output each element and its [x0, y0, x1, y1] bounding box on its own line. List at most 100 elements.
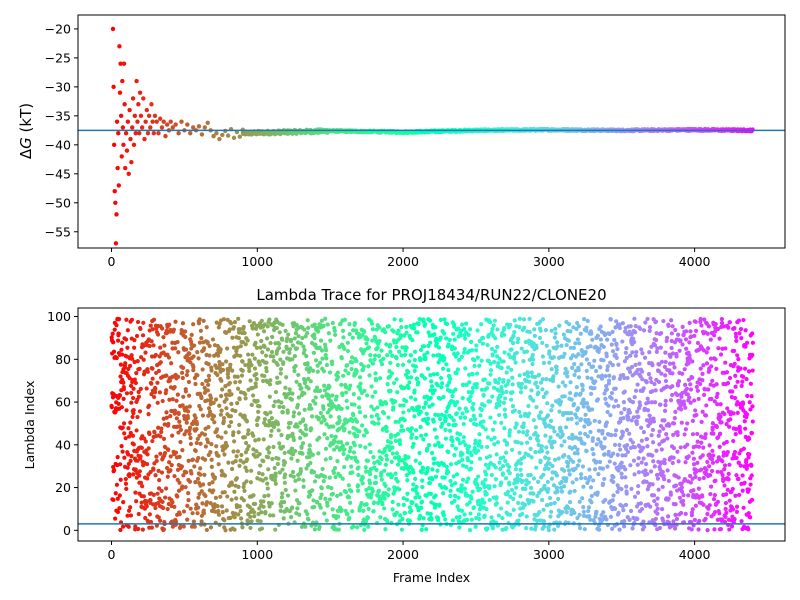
lambda-point: [510, 382, 515, 387]
lambda-point: [628, 463, 633, 468]
lambda-point: [130, 414, 135, 420]
lambda-point: [512, 330, 517, 335]
lambda-point: [519, 385, 524, 390]
lambda-point: [566, 505, 571, 511]
lambda-point: [388, 360, 393, 366]
lambda-point: [260, 472, 265, 477]
lambda-point: [419, 470, 424, 475]
lambda-point: [441, 513, 446, 518]
top-plot-frame: [77, 14, 786, 249]
lambda-point: [231, 449, 236, 454]
lambda-point: [368, 467, 374, 472]
lambda-point: [177, 454, 182, 459]
lambda-point: [552, 429, 557, 434]
lambda-point: [125, 465, 130, 470]
lambda-point: [304, 366, 309, 372]
lambda-point: [504, 440, 510, 446]
lambda-point: [552, 335, 557, 340]
lambda-point: [320, 356, 325, 361]
lambda-point: [596, 472, 601, 477]
lambda-point: [249, 519, 254, 524]
lambda-point: [124, 337, 129, 342]
lambda-point: [479, 322, 484, 327]
lambda-point: [240, 359, 245, 364]
lambda-point: [207, 409, 213, 414]
lambda-point: [119, 347, 124, 352]
lambda-point: [359, 501, 364, 506]
lambda-point: [475, 371, 480, 376]
lambda-point: [563, 383, 568, 388]
deltag-point: [136, 102, 141, 107]
lambda-point: [641, 445, 646, 451]
lambda-point: [277, 470, 282, 475]
lambda-point: [639, 347, 644, 352]
deltag-point: [116, 183, 122, 188]
lambda-point: [118, 462, 123, 467]
lambda-point: [166, 355, 172, 360]
lambda-point: [244, 479, 249, 484]
lambda-point: [273, 527, 278, 532]
lambda-point: [345, 340, 350, 345]
lambda-point: [514, 485, 519, 490]
lambda-point: [161, 335, 166, 340]
lambda-point: [409, 508, 414, 513]
lambda-point: [278, 357, 283, 362]
lambda-point: [641, 429, 646, 435]
lambda-point: [636, 470, 642, 475]
lambda-point: [524, 514, 529, 519]
lambda-point: [378, 496, 384, 502]
lambda-point: [582, 527, 587, 532]
lambda-point: [311, 368, 316, 373]
lambda-point: [432, 456, 437, 461]
lambda-point: [370, 361, 376, 366]
lambda-point: [413, 397, 418, 402]
lambda-point: [511, 496, 516, 501]
lambda-point: [490, 353, 495, 358]
deltag-point: [170, 125, 175, 130]
lambda-point: [538, 458, 543, 463]
lambda-point: [218, 347, 223, 352]
lambda-point: [598, 337, 603, 342]
lambda-point: [352, 321, 358, 326]
lambda-point: [532, 333, 537, 339]
lambda-point: [627, 369, 633, 375]
lambda-point: [407, 518, 413, 523]
lambda-point: [390, 499, 395, 505]
lambda-point: [542, 466, 548, 472]
lambda-point: [443, 486, 449, 491]
lambda-point: [184, 429, 189, 434]
lambda-point: [568, 390, 573, 396]
lambda-point: [195, 436, 200, 442]
lambda-point: [289, 515, 294, 520]
lambda-point: [345, 512, 350, 517]
lambda-point: [460, 451, 465, 457]
lambda-point: [629, 486, 634, 492]
lambda-point: [565, 417, 571, 422]
lambda-point: [632, 340, 637, 345]
lambda-point: [141, 343, 146, 349]
deltag-point: [220, 132, 225, 138]
lambda-point: [305, 361, 310, 366]
lambda-point: [612, 442, 618, 447]
lambda-point: [507, 482, 512, 487]
lambda-point: [369, 414, 374, 419]
lambda-point: [346, 483, 351, 488]
lambda-point: [540, 340, 545, 345]
lambda-point: [219, 435, 224, 440]
lambda-point: [576, 375, 582, 380]
lambda-point: [408, 375, 414, 380]
lambda-point: [609, 433, 614, 438]
lambda-point: [502, 325, 507, 331]
lambda-point: [347, 449, 352, 454]
lambda-point: [111, 340, 116, 345]
lambda-point: [640, 351, 645, 356]
lambda-point: [457, 525, 462, 530]
lambda-point: [233, 380, 238, 385]
lambda-point: [621, 524, 627, 529]
lambda-point: [325, 436, 330, 441]
lambda-point: [360, 481, 365, 486]
lambda-point: [484, 386, 490, 391]
lambda-point: [172, 384, 177, 390]
lambda-point: [232, 527, 237, 532]
lambda-point: [290, 505, 295, 510]
